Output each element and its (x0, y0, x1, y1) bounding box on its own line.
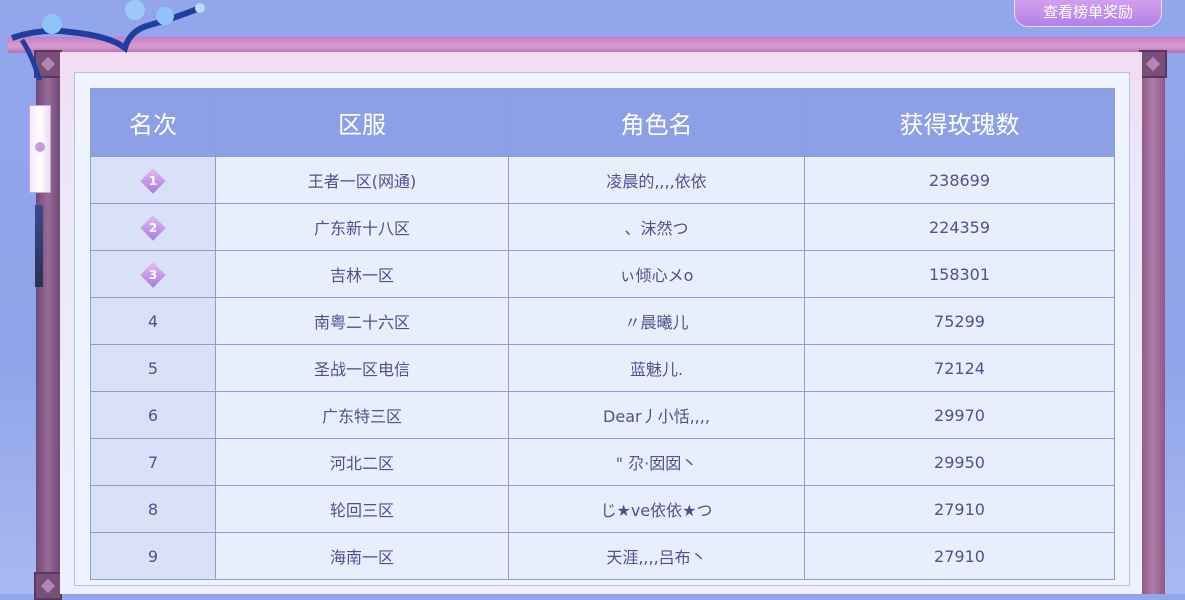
roses-cell: 238699 (804, 156, 1115, 204)
rank-number: 6 (147, 405, 159, 425)
table-row: 2 广东新十八区 、沫然つ 224359 (90, 203, 1115, 251)
server-cell: 河北二区 (215, 438, 509, 486)
column-header-server: 区服 (215, 88, 509, 157)
role-name-cell: Dear丿小恬,,,, (508, 391, 805, 439)
rank-cell: 8 (90, 485, 216, 533)
roses-cell: 72124 (804, 344, 1115, 392)
table-row: 8 轮回三区 じ★ve依依★つ 27910 (90, 485, 1115, 533)
frame-right-pillar (1141, 50, 1165, 594)
rank-number: 7 (147, 452, 159, 472)
rank-cell: 6 (90, 391, 216, 439)
server-cell: 王者一区(网通) (215, 156, 509, 204)
table-row: 7 河北二区 " 尕·囡囡丶 29950 (90, 438, 1115, 486)
server-cell: 南粤二十六区 (215, 297, 509, 345)
rank-cell: 2 (90, 203, 216, 251)
table-header-row: 名次 区服 角色名 获得玫瑰数 (90, 88, 1115, 157)
roses-cell: 29970 (804, 391, 1115, 439)
magnolia-branch-icon (10, 0, 205, 80)
column-header-role-name: 角色名 (508, 88, 805, 157)
table-row: 3 吉林一区 ぃ倾心メo 158301 (90, 250, 1115, 298)
rank-cell: 3 (90, 250, 216, 298)
rank-number: 2 (148, 220, 158, 235)
leaderboard-table: 名次 区服 角色名 获得玫瑰数 1 王者一区(网通) 凌晨的,,,,依依 238… (90, 88, 1115, 580)
rank-number: 4 (147, 311, 159, 331)
rank-cell: 5 (90, 344, 216, 392)
server-cell: 圣战一区电信 (215, 344, 509, 392)
rank-number: 5 (147, 358, 159, 378)
column-header-roses: 获得玫瑰数 (804, 88, 1115, 157)
roses-cell: 29950 (804, 438, 1115, 486)
role-name-cell: " 尕·囡囡丶 (508, 438, 805, 486)
rank-medal-icon: 3 (140, 262, 166, 288)
table-row: 4 南粤二十六区 〃晨曦儿 75299 (90, 297, 1115, 345)
table-row: 6 广东特三区 Dear丿小恬,,,, 29970 (90, 391, 1115, 439)
server-cell: 轮回三区 (215, 485, 509, 533)
rank-cell: 4 (90, 297, 216, 345)
role-name-cell: 凌晨的,,,,依依 (508, 156, 805, 204)
role-name-cell: 蓝魅儿. (508, 344, 805, 392)
rank-cell: 9 (90, 532, 216, 580)
rank-cell: 1 (90, 156, 216, 204)
rank-number: 8 (147, 499, 159, 519)
roses-cell: 224359 (804, 203, 1115, 251)
rank-number: 3 (148, 267, 158, 282)
roses-cell: 27910 (804, 532, 1115, 580)
roses-cell: 158301 (804, 250, 1115, 298)
table-row: 1 王者一区(网通) 凌晨的,,,,依依 238699 (90, 156, 1115, 204)
role-name-cell: 天涯,,,,吕布丶 (508, 532, 805, 580)
roses-cell: 27910 (804, 485, 1115, 533)
rank-cell: 7 (90, 438, 216, 486)
rank-number: 1 (148, 173, 158, 188)
view-rewards-button[interactable]: 查看榜单奖励 (1014, 0, 1162, 27)
column-header-rank: 名次 (90, 88, 216, 157)
table-row: 5 圣战一区电信 蓝魅儿. 72124 (90, 344, 1115, 392)
role-name-cell: ぃ倾心メo (508, 250, 805, 298)
hanging-tag-ornament (29, 105, 51, 193)
role-name-cell: じ★ve依依★つ (508, 485, 805, 533)
server-cell: 广东特三区 (215, 391, 509, 439)
role-name-cell: 、沫然つ (508, 203, 805, 251)
tassel-ornament (35, 205, 43, 287)
pillar-cap-ornament (1139, 50, 1167, 78)
roses-cell: 75299 (804, 297, 1115, 345)
rank-number: 9 (147, 546, 159, 566)
pillar-base-ornament (34, 572, 62, 600)
frame-top-beam (8, 37, 1185, 53)
role-name-cell: 〃晨曦儿 (508, 297, 805, 345)
table-row: 9 海南一区 天涯,,,,吕布丶 27910 (90, 532, 1115, 580)
rank-medal-icon: 1 (140, 168, 166, 194)
server-cell: 海南一区 (215, 532, 509, 580)
server-cell: 广东新十八区 (215, 203, 509, 251)
rank-medal-icon: 2 (140, 215, 166, 241)
server-cell: 吉林一区 (215, 250, 509, 298)
